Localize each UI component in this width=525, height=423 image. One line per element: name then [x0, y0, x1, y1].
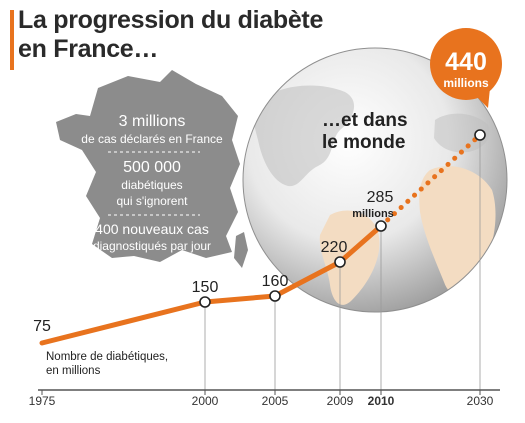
- data-label-2005: 160: [262, 273, 289, 290]
- x-tick-label-2030: 2030: [467, 394, 494, 408]
- fact2-value: 500 000: [123, 159, 181, 176]
- x-tick-label-2005: 2005: [262, 394, 289, 408]
- bubble-value-label: 440: [445, 48, 487, 76]
- fact1-text: de cas déclarés en France: [81, 132, 223, 146]
- chart-title: La progression du diabète en France…: [18, 6, 324, 63]
- data-label-1975: 75: [33, 318, 51, 335]
- fact2-text-line1: diabétiques: [121, 178, 182, 192]
- drop-lines: [204, 139, 481, 390]
- x-tick-label-1975: 1975: [29, 394, 56, 408]
- y-axis-label-line1: Nombre de diabétiques,: [46, 351, 168, 363]
- data-label-2000: 150: [192, 279, 219, 296]
- x-tick-label-2009: 2009: [327, 394, 354, 408]
- title-accent-bar: [10, 10, 14, 70]
- world-caption-line1: …et dans: [322, 110, 408, 131]
- bubble-unit-label: millions: [443, 76, 489, 90]
- globe-continent-africa: [419, 166, 496, 295]
- globe: [242, 47, 508, 313]
- x-tick-label-2000: 2000: [192, 394, 219, 408]
- globe-continent-south-america: [319, 210, 380, 305]
- data-label-2009: 220: [321, 239, 348, 256]
- y-axis-label-line2: en millions: [46, 365, 101, 377]
- fact3-text: diagnostiqués par jour: [93, 239, 211, 253]
- fact2-text-line2: qui s'ignorent: [116, 194, 188, 208]
- data-points: [199, 129, 486, 308]
- world-caption-line2: le monde: [322, 132, 405, 153]
- final-value-bubble: 440 millions: [430, 28, 502, 108]
- fact1-value: 3 millions: [119, 113, 186, 130]
- data-point-2005: [269, 290, 281, 302]
- x-axis-ticks: 1975 2000 2005 2009 2010 2030: [29, 390, 494, 408]
- data-label-2010: 285: [367, 189, 394, 206]
- globe-continent-europe: [434, 113, 490, 153]
- corsica-map: [234, 232, 248, 268]
- bubble-circle: [430, 28, 502, 100]
- data-point-2009: [334, 256, 346, 268]
- fact3-value: 400 nouveaux cas: [95, 221, 209, 237]
- data-point-2010: [375, 220, 387, 232]
- globe-continent-north-america: [252, 85, 355, 187]
- data-point-2030: [474, 129, 486, 141]
- data-unit-label-2010: millions: [352, 208, 394, 220]
- x-tick-label-2010: 2010: [368, 394, 395, 408]
- data-labels: 75 150 160 220 285 millions: [33, 189, 394, 335]
- data-point-2000: [199, 296, 211, 308]
- france-facts: 3 millions de cas déclarés en France 500…: [81, 113, 223, 253]
- france-map: [56, 70, 240, 262]
